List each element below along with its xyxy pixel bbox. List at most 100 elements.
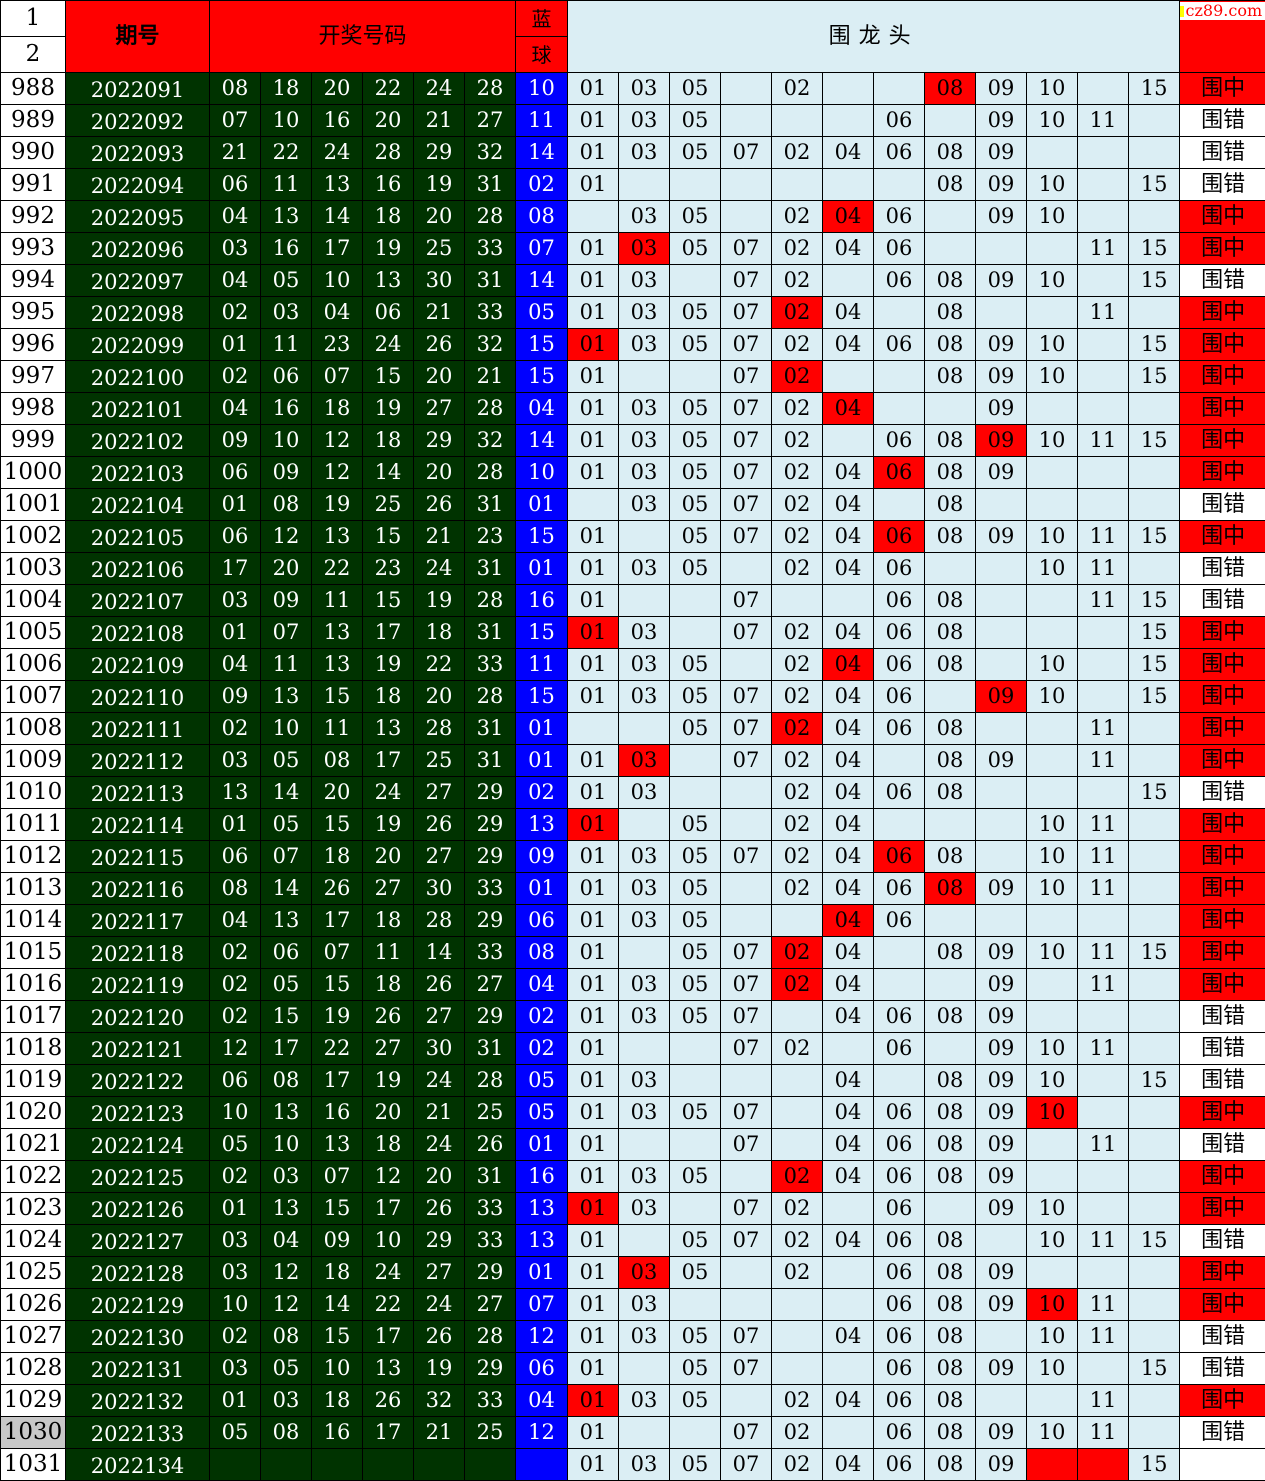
- prediction-cell[interactable]: 05: [669, 424, 722, 457]
- prediction-cell[interactable]: 04: [822, 840, 875, 873]
- red-ball-cell[interactable]: 13: [260, 904, 312, 937]
- red-ball-cell[interactable]: 22: [413, 648, 465, 681]
- prediction-cell[interactable]: 08: [924, 488, 977, 521]
- red-ball-cell[interactable]: 27: [413, 1000, 465, 1033]
- prediction-cell[interactable]: 02: [771, 1416, 824, 1449]
- prediction-cell[interactable]: 10: [1026, 680, 1079, 713]
- red-ball-cell[interactable]: 15: [362, 360, 414, 393]
- period-cell[interactable]: 2022098: [65, 296, 210, 329]
- blue-ball-cell[interactable]: 13: [515, 1224, 569, 1257]
- prediction-cell[interactable]: 03: [618, 72, 671, 105]
- red-ball-cell[interactable]: 24: [311, 136, 363, 169]
- prediction-cell[interactable]: [1077, 904, 1130, 937]
- red-ball-cell[interactable]: 31: [463, 264, 517, 297]
- red-ball-cell[interactable]: 12: [311, 456, 363, 489]
- row-number[interactable]: 1002: [0, 520, 66, 553]
- prediction-cell[interactable]: 07: [720, 264, 773, 297]
- prediction-cell[interactable]: 10: [1026, 200, 1079, 233]
- prediction-cell[interactable]: [1128, 296, 1181, 329]
- result-cell[interactable]: 围中: [1179, 968, 1265, 1001]
- blue-ball-cell[interactable]: 01: [515, 712, 569, 745]
- prediction-cell[interactable]: [975, 1384, 1028, 1417]
- red-ball-cell[interactable]: 28: [463, 72, 517, 105]
- prediction-cell[interactable]: [1077, 360, 1130, 393]
- red-ball-cell[interactable]: 15: [311, 680, 363, 713]
- result-cell[interactable]: 围错: [1179, 264, 1265, 297]
- red-ball-cell[interactable]: [413, 1448, 465, 1481]
- red-ball-cell[interactable]: 23: [463, 520, 517, 553]
- period-cell[interactable]: 2022128: [65, 1256, 210, 1289]
- prediction-cell[interactable]: [924, 680, 977, 713]
- prediction-cell[interactable]: [1128, 1416, 1181, 1449]
- period-cell[interactable]: 2022127: [65, 1224, 210, 1257]
- prediction-cell[interactable]: 01: [567, 520, 620, 553]
- prediction-cell[interactable]: [1128, 552, 1181, 585]
- red-ball-cell[interactable]: 02: [209, 360, 261, 393]
- prediction-cell[interactable]: [975, 648, 1028, 681]
- red-ball-cell[interactable]: 26: [362, 1000, 414, 1033]
- result-cell[interactable]: 围错: [1179, 584, 1265, 617]
- red-ball-cell[interactable]: 10: [260, 1128, 312, 1161]
- prediction-cell[interactable]: 06: [873, 200, 926, 233]
- prediction-cell[interactable]: 07: [720, 936, 773, 969]
- prediction-cell[interactable]: 08: [924, 296, 977, 329]
- prediction-cell[interactable]: [873, 488, 926, 521]
- result-cell[interactable]: 围错: [1179, 1352, 1265, 1385]
- prediction-cell[interactable]: 04: [822, 968, 875, 1001]
- red-ball-cell[interactable]: 15: [311, 808, 363, 841]
- prediction-cell[interactable]: 04: [822, 744, 875, 777]
- prediction-cell[interactable]: 04: [822, 1096, 875, 1129]
- prediction-cell[interactable]: 01: [567, 264, 620, 297]
- prediction-cell[interactable]: 03: [618, 488, 671, 521]
- prediction-cell[interactable]: 15: [1128, 1352, 1181, 1385]
- result-cell[interactable]: 围中: [1179, 232, 1265, 265]
- red-ball-cell[interactable]: 08: [311, 744, 363, 777]
- red-ball-cell[interactable]: 13: [311, 168, 363, 201]
- red-ball-cell[interactable]: 24: [362, 1256, 414, 1289]
- red-ball-cell[interactable]: 03: [209, 232, 261, 265]
- prediction-cell[interactable]: 10: [1026, 840, 1079, 873]
- result-cell[interactable]: 围中: [1179, 680, 1265, 713]
- period-cell[interactable]: 2022102: [65, 424, 210, 457]
- red-ball-cell[interactable]: 29: [413, 424, 465, 457]
- prediction-cell[interactable]: [1026, 1000, 1079, 1033]
- prediction-cell[interactable]: 08: [924, 1448, 977, 1481]
- period-cell[interactable]: 2022129: [65, 1288, 210, 1321]
- blue-ball-cell[interactable]: 01: [515, 872, 569, 905]
- prediction-cell[interactable]: 02: [771, 1032, 824, 1065]
- red-ball-cell[interactable]: 29: [463, 840, 517, 873]
- prediction-cell[interactable]: 08: [924, 1064, 977, 1097]
- prediction-cell[interactable]: 08: [924, 360, 977, 393]
- prediction-cell[interactable]: [1128, 968, 1181, 1001]
- result-cell[interactable]: 围中: [1179, 616, 1265, 649]
- prediction-cell[interactable]: [975, 776, 1028, 809]
- prediction-cell[interactable]: 09: [975, 1416, 1028, 1449]
- prediction-cell[interactable]: 15: [1128, 1448, 1181, 1481]
- prediction-cell[interactable]: 03: [618, 744, 671, 777]
- period-cell[interactable]: 2022101: [65, 392, 210, 425]
- prediction-cell[interactable]: [669, 776, 722, 809]
- prediction-cell[interactable]: 07: [720, 328, 773, 361]
- prediction-cell[interactable]: 10: [1026, 104, 1079, 137]
- prediction-cell[interactable]: 06: [873, 1256, 926, 1289]
- prediction-cell[interactable]: 10: [1026, 936, 1079, 969]
- red-ball-cell[interactable]: 20: [413, 680, 465, 713]
- prediction-cell[interactable]: 09: [975, 360, 1028, 393]
- red-ball-cell[interactable]: 07: [311, 1160, 363, 1193]
- row-number[interactable]: 1015: [0, 936, 66, 969]
- prediction-cell[interactable]: [1077, 1000, 1130, 1033]
- result-cell[interactable]: 围中: [1179, 648, 1265, 681]
- prediction-cell[interactable]: 06: [873, 1160, 926, 1193]
- prediction-cell[interactable]: 03: [618, 552, 671, 585]
- blue-ball-cell[interactable]: 09: [515, 840, 569, 873]
- prediction-cell[interactable]: 05: [669, 104, 722, 137]
- prediction-cell[interactable]: 02: [771, 968, 824, 1001]
- prediction-cell[interactable]: 02: [771, 936, 824, 969]
- red-ball-cell[interactable]: [260, 1448, 312, 1481]
- red-ball-cell[interactable]: 13: [311, 616, 363, 649]
- prediction-cell[interactable]: 01: [567, 1320, 620, 1353]
- prediction-cell[interactable]: 09: [975, 744, 1028, 777]
- red-ball-cell[interactable]: 13: [311, 648, 363, 681]
- red-ball-cell[interactable]: 20: [362, 840, 414, 873]
- prediction-cell[interactable]: 02: [771, 488, 824, 521]
